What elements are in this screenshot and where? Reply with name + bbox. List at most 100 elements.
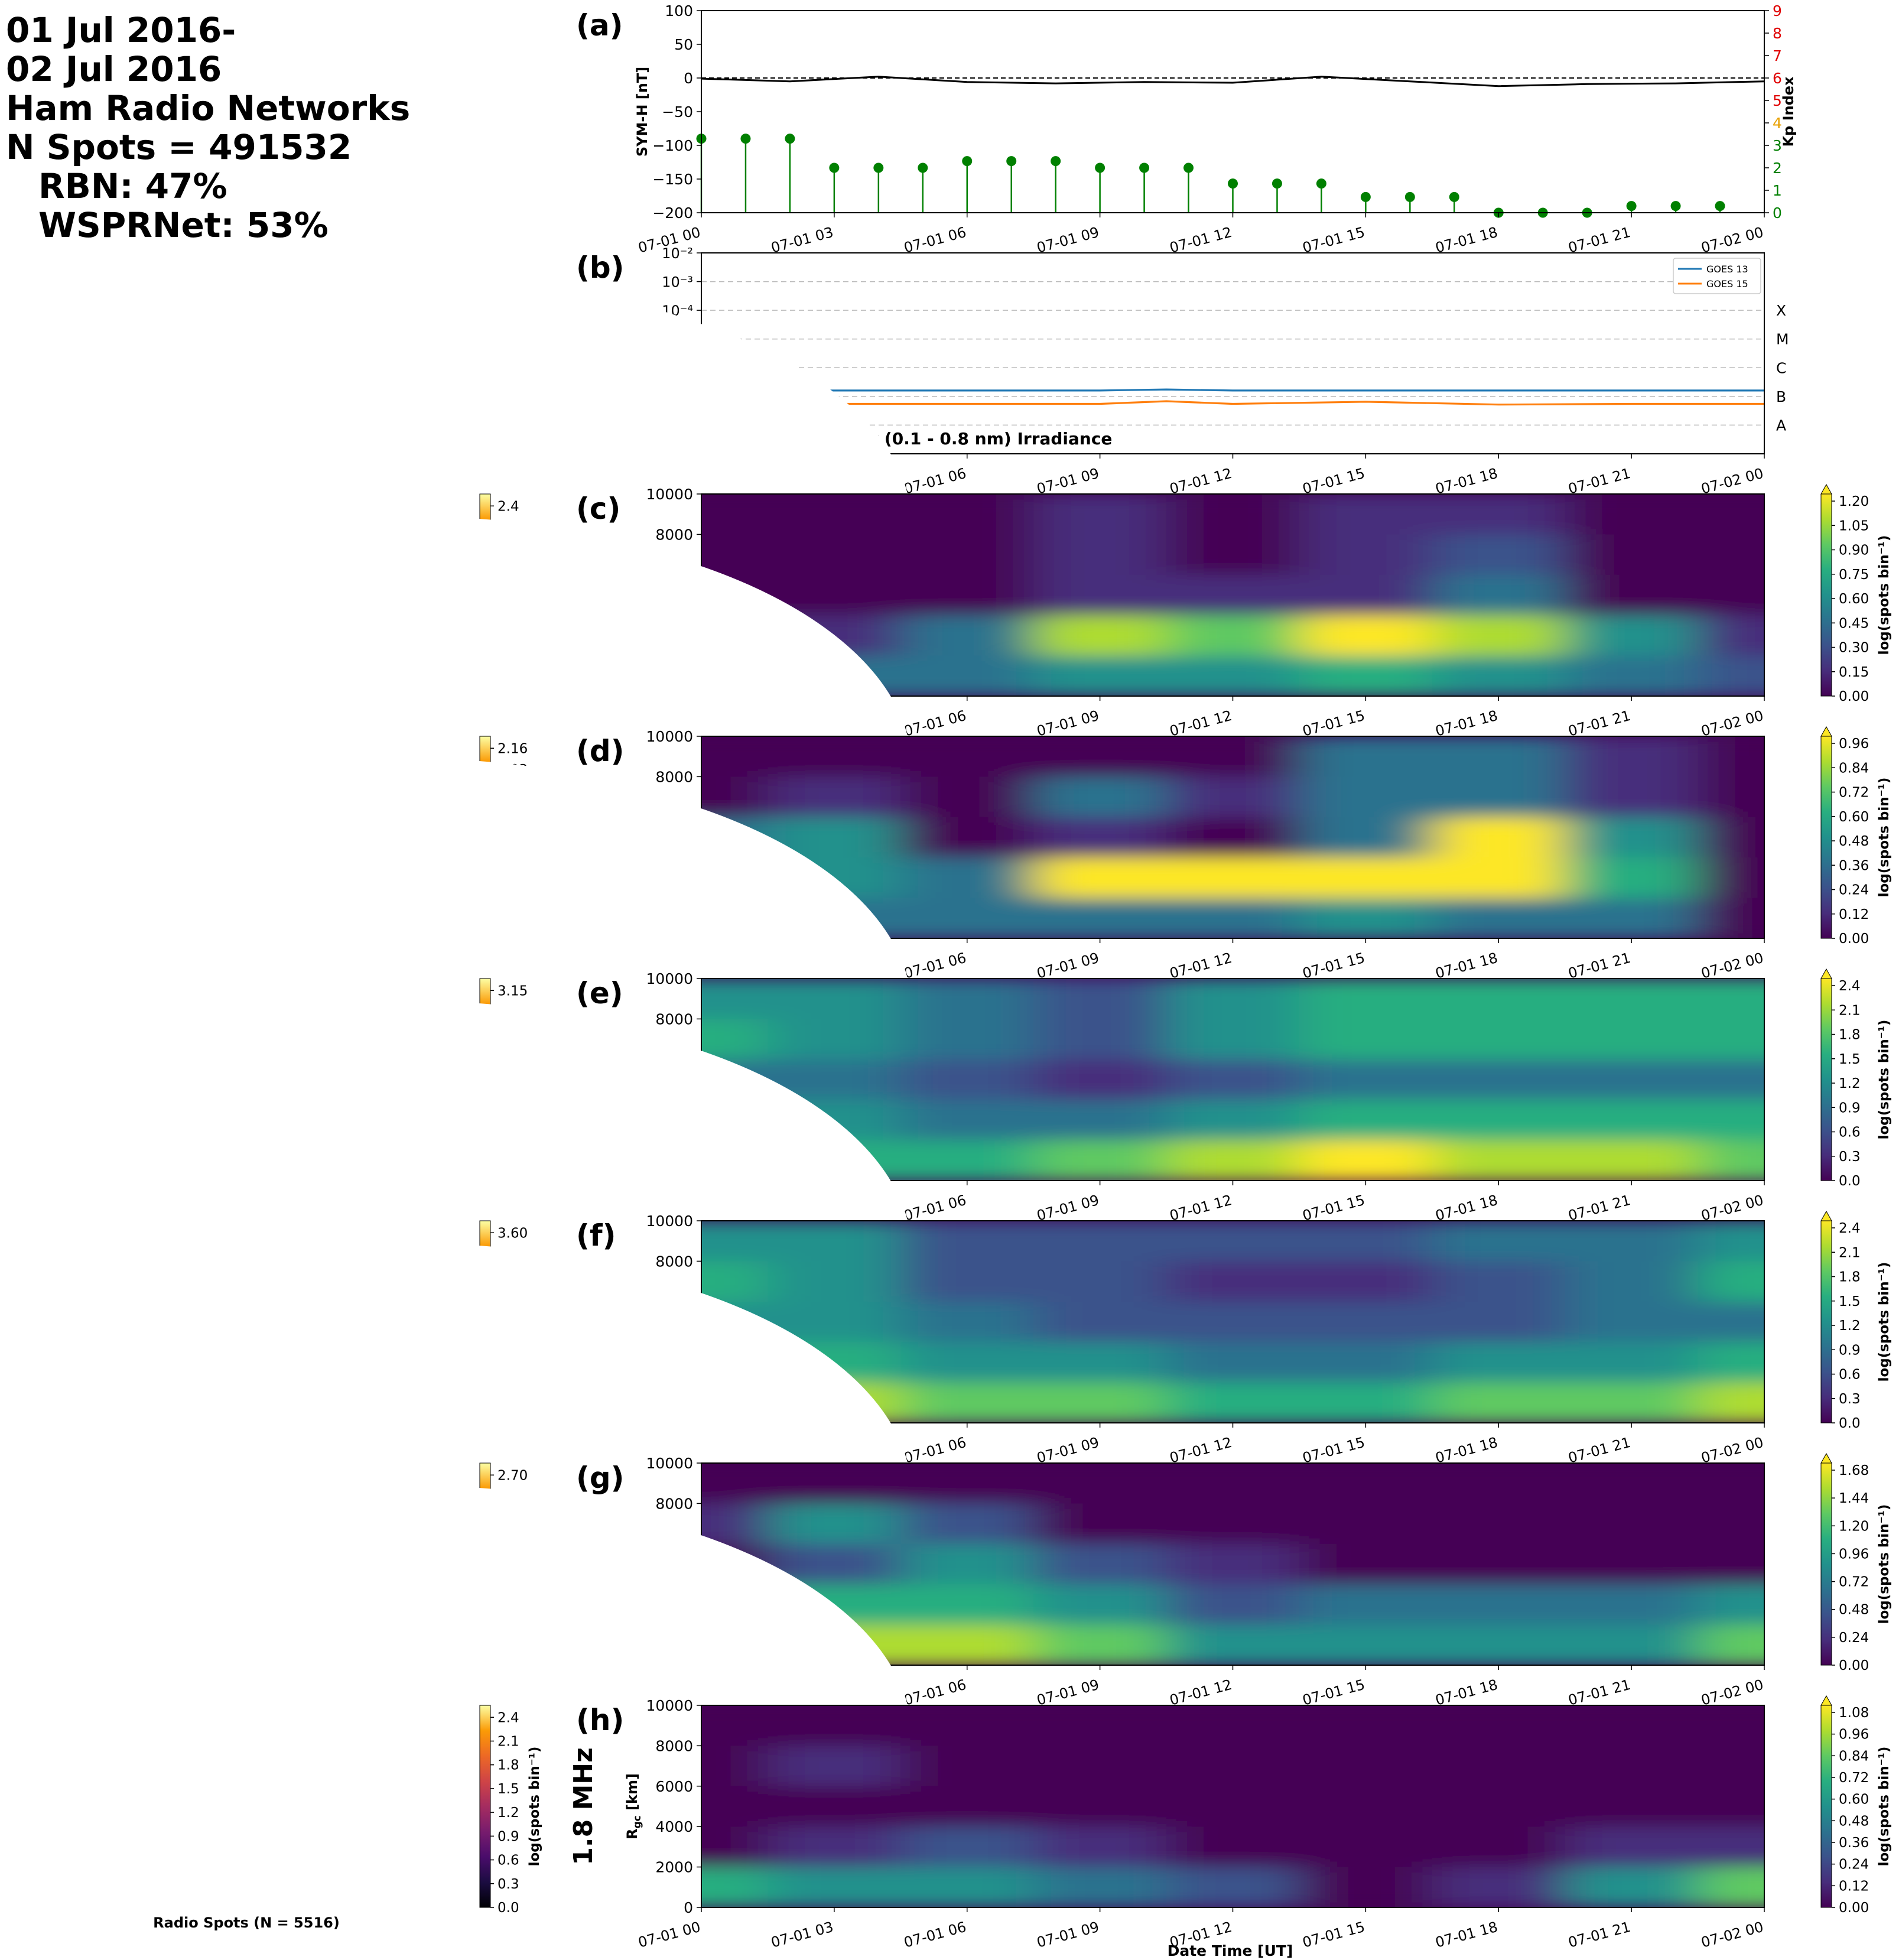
heatmap-cell xyxy=(1299,1261,1433,1302)
rgc-cbar-tick-label: 0.00 xyxy=(1839,689,1869,704)
heatmap-cell xyxy=(1432,857,1566,899)
heatmap-cell xyxy=(1299,857,1433,899)
spot-map xyxy=(46,1705,447,1907)
panel-b-xtick-label: 07-01 21 xyxy=(1566,465,1632,498)
band-rows: Radio Spots (N = 9682)0.00.30.60.91.21.5… xyxy=(46,485,1892,1951)
heatmap-cell xyxy=(1698,1261,1764,1302)
map-cbar-tick-label: 1.2 xyxy=(497,1805,519,1821)
rgc-cbar-label: log(spots bin⁻¹) xyxy=(1877,1020,1892,1140)
heatmap-cell xyxy=(768,1221,902,1262)
rgc-ytick-label: 10000 xyxy=(646,1697,693,1714)
rgc-cbar-tick-label: 0.96 xyxy=(1839,1727,1869,1743)
heatmap-cell xyxy=(1432,1543,1566,1585)
heatmap-cell xyxy=(1565,1584,1699,1626)
heatmap-cell xyxy=(1565,1867,1699,1907)
heatmap-cell xyxy=(701,736,769,778)
map-cbar-tick-label: 2.4 xyxy=(497,1710,519,1725)
rgc-ytick-label: 8000 xyxy=(655,768,693,785)
heatmap-cell xyxy=(1299,1059,1433,1101)
heatmap-cell xyxy=(768,494,902,535)
heatmap-xtick-label: 07-02 00 xyxy=(1699,1434,1765,1467)
heatmap-cell xyxy=(1299,1221,1433,1262)
heatmap-cell xyxy=(1432,1301,1566,1343)
heatmap-cell xyxy=(1432,1261,1566,1302)
heatmap-cell xyxy=(1565,979,1699,1020)
rgc-cbar-tick-label: 0.0 xyxy=(1839,1174,1861,1189)
rgc-cbar-tick-label: 0.84 xyxy=(1839,1748,1869,1764)
kp-marker xyxy=(1670,201,1681,212)
heatmap-cell xyxy=(1166,655,1300,696)
heatmap-cell xyxy=(1299,1100,1433,1141)
heatmap-cell xyxy=(1432,776,1566,818)
heatmap-cell xyxy=(768,979,902,1020)
kp-ytick-label: 8 xyxy=(1773,25,1782,42)
heatmap-cell xyxy=(1432,1342,1566,1383)
heatmap-cell xyxy=(1299,1140,1433,1181)
symh-ytick-label: 100 xyxy=(665,2,693,19)
heatmap-cell xyxy=(900,1100,1035,1141)
heatmap-cell xyxy=(1166,534,1300,576)
heatmap-cell xyxy=(1432,817,1566,859)
rgc-heatmap xyxy=(701,1705,1764,1907)
heatmap-cell xyxy=(1698,979,1764,1020)
heatmap-cell xyxy=(1565,736,1699,778)
rgc-cbar-tick-label: 1.68 xyxy=(1839,1463,1869,1478)
kp-marker xyxy=(1626,201,1637,212)
heatmap-cell xyxy=(1565,1221,1699,1262)
heatmap-cell xyxy=(1698,1301,1764,1343)
heatmap-cell xyxy=(900,776,1035,818)
heatmap-cell xyxy=(1033,534,1168,576)
heatmap-cell xyxy=(900,1584,1035,1626)
heatmap-cell xyxy=(1565,494,1699,535)
heatmap-cell xyxy=(1166,494,1300,535)
heatmap-cell xyxy=(900,574,1035,616)
heatmap-cell xyxy=(1299,615,1433,656)
rgc-cbar-extend-arrow xyxy=(1820,726,1832,737)
heatmap-cell xyxy=(701,534,769,576)
rgc-cbar-tick-label: 0.72 xyxy=(1839,785,1869,801)
heatmap-cell xyxy=(1166,1867,1300,1907)
kp-marker xyxy=(1228,178,1238,189)
heatmap-cell xyxy=(1698,1746,1764,1787)
rgc-cbar-tick-label: 0.0 xyxy=(1839,1416,1861,1431)
rgc-ytick-label: 10000 xyxy=(646,728,693,745)
kp-ytick-label: 5 xyxy=(1773,92,1782,109)
heatmap-cell xyxy=(900,857,1035,899)
header-date-start: 01 Jul 2016- xyxy=(6,10,236,50)
heatmap-cell xyxy=(1299,979,1433,1020)
heatmap-cell xyxy=(701,979,769,1020)
kp-marker xyxy=(873,162,884,173)
map-cbar-label: log(spots bin⁻¹) xyxy=(527,1747,542,1867)
heatmap-cell xyxy=(1299,1019,1433,1060)
heatmap-cell xyxy=(1166,1705,1300,1747)
heatmap-cell xyxy=(1565,776,1699,818)
heatmap-cell xyxy=(1565,857,1699,899)
rgc-colorbar xyxy=(1820,978,1832,1181)
heatmap-cell xyxy=(900,1019,1035,1060)
kp-marker xyxy=(1051,156,1061,167)
heatmap-cell xyxy=(701,1019,769,1060)
heatmap-cell xyxy=(1565,574,1699,616)
heatmap-cell xyxy=(1432,1059,1566,1101)
heatmap-cell xyxy=(1033,1382,1168,1423)
kp-marker xyxy=(962,156,973,167)
rgc-colorbar xyxy=(1820,1462,1832,1666)
flare-class-label: B xyxy=(1776,388,1786,405)
rgc-cbar-extend-arrow xyxy=(1820,483,1832,495)
rgc-cbar-tick-label: 0.72 xyxy=(1839,1575,1869,1590)
heatmap-cell xyxy=(1299,1342,1433,1383)
heatmap-xtick-label: 07-02 00 xyxy=(1699,1676,1765,1709)
heatmap-cell xyxy=(1698,1826,1764,1868)
rgc-ytick-label: 2000 xyxy=(655,1859,693,1876)
rgc-cbar-tick-label: 0.72 xyxy=(1839,1770,1869,1786)
heatmap-cell xyxy=(1299,776,1433,818)
heatmap-xtick-label: 07-01 18 xyxy=(1433,707,1499,740)
legend-entry: GOES 15 xyxy=(1706,278,1748,290)
heatmap-cell xyxy=(701,1867,769,1907)
heatmap-xtick-label: 07-01 09 xyxy=(1035,1434,1101,1467)
heatmap-cell xyxy=(1033,1463,1168,1504)
heatmap-cell xyxy=(1033,615,1168,656)
heatmap-cell xyxy=(1299,1543,1433,1585)
heatmap-cell xyxy=(900,979,1035,1020)
